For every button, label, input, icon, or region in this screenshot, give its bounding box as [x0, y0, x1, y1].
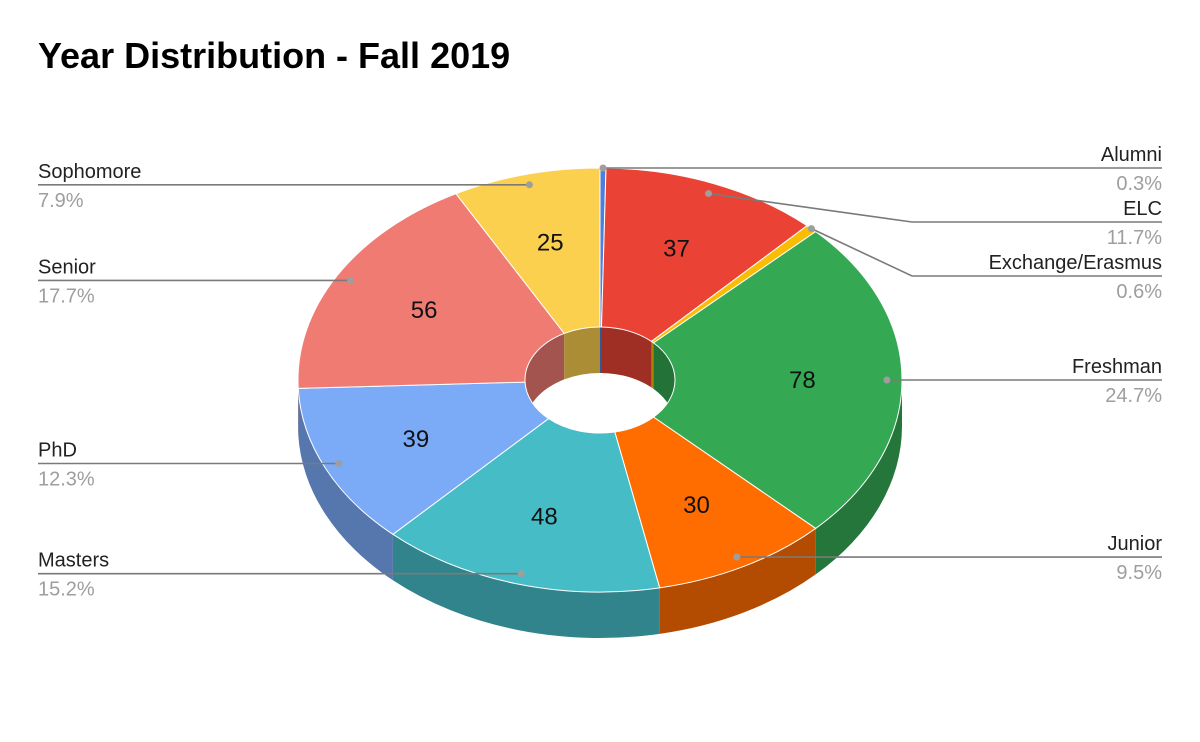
- legend-percent-senior: 17.7%: [38, 285, 95, 307]
- slice-value-senior: 56: [411, 297, 438, 324]
- slice-value-elc: 37: [663, 236, 690, 263]
- slice-value-phd: 39: [403, 426, 430, 453]
- slice-value-masters: 48: [531, 504, 558, 531]
- legend-name-alumni: Alumni: [1101, 144, 1162, 166]
- legend-name-elc: ELC: [1123, 198, 1162, 220]
- slice-value-sophomore: 25: [537, 229, 564, 256]
- legend-percent-alumni: 0.3%: [1116, 173, 1162, 195]
- leader-line-elc: [708, 192, 1162, 223]
- legend-name-sophomore: Sophomore: [38, 161, 141, 183]
- inner-wall-senior: [525, 333, 565, 426]
- leader-dot-senior: [347, 276, 355, 284]
- legend-name-junior: Junior: [1108, 533, 1163, 555]
- depth-freshman: [815, 380, 903, 575]
- legend-percent-junior: 9.5%: [1116, 562, 1162, 584]
- pie-depth: [298, 380, 903, 638]
- pie-inner-wall: [525, 327, 675, 426]
- slice-value-freshman: 78: [789, 367, 816, 394]
- legend-name-exchange-erasmus: Exchange/Erasmus: [989, 252, 1162, 274]
- legend-percent-exchange-erasmus: 0.6%: [1116, 281, 1162, 303]
- chart-title: Year Distribution - Fall 2019: [38, 35, 510, 76]
- inner-wall-elc: [601, 327, 652, 388]
- legend-name-freshman: Freshman: [1072, 356, 1162, 378]
- inner-wall-alumni: [600, 327, 602, 374]
- legend-percent-elc: 11.7%: [1107, 227, 1162, 249]
- depth-junior: [659, 528, 816, 634]
- slice-junior: [614, 416, 817, 589]
- legend-percent-masters: 15.2%: [38, 579, 95, 601]
- legend-percent-freshman: 24.7%: [1105, 385, 1162, 407]
- slice-value-labels: 37 78 30 48 39 56 25: [403, 229, 816, 530]
- slice-phd: [297, 381, 550, 535]
- slice-value-junior: 30: [683, 492, 710, 519]
- leader-dot-alumni: [599, 164, 607, 172]
- legend-leader-lines: [38, 164, 1162, 578]
- leader-dot-freshman: [883, 376, 891, 384]
- leader-dot-sophomore: [525, 181, 533, 189]
- leader-dot-elc: [704, 190, 712, 198]
- inner-wall-exchange-erasmus: [651, 341, 654, 389]
- slice-freshman: [653, 231, 903, 529]
- inner-wall-sophomore: [564, 327, 600, 380]
- legend: Alumni 0.3% ELC 11.7% Exchange/Erasmus 0.6% Fr…: [38, 144, 1162, 601]
- leader-dot-exchange-erasmus: [807, 225, 815, 233]
- slice-masters: [392, 418, 661, 593]
- slice-sophomore: [455, 167, 601, 334]
- depth-masters: [392, 534, 660, 638]
- depth-phd: [298, 388, 393, 581]
- leader-line-exchange-erasmus: [811, 227, 1162, 277]
- slice-senior: [297, 193, 565, 389]
- leader-dot-masters: [517, 570, 525, 578]
- legend-percent-phd: 12.3%: [38, 468, 95, 490]
- legend-percent-sophomore: 7.9%: [38, 190, 84, 212]
- leader-dot-junior: [733, 553, 741, 561]
- leader-dot-phd: [335, 459, 343, 467]
- legend-name-masters: Masters: [38, 550, 109, 572]
- legend-name-phd: PhD: [38, 439, 77, 461]
- pie-slices: [297, 167, 903, 593]
- legend-name-senior: Senior: [38, 256, 96, 278]
- slice-elc: [600, 167, 808, 342]
